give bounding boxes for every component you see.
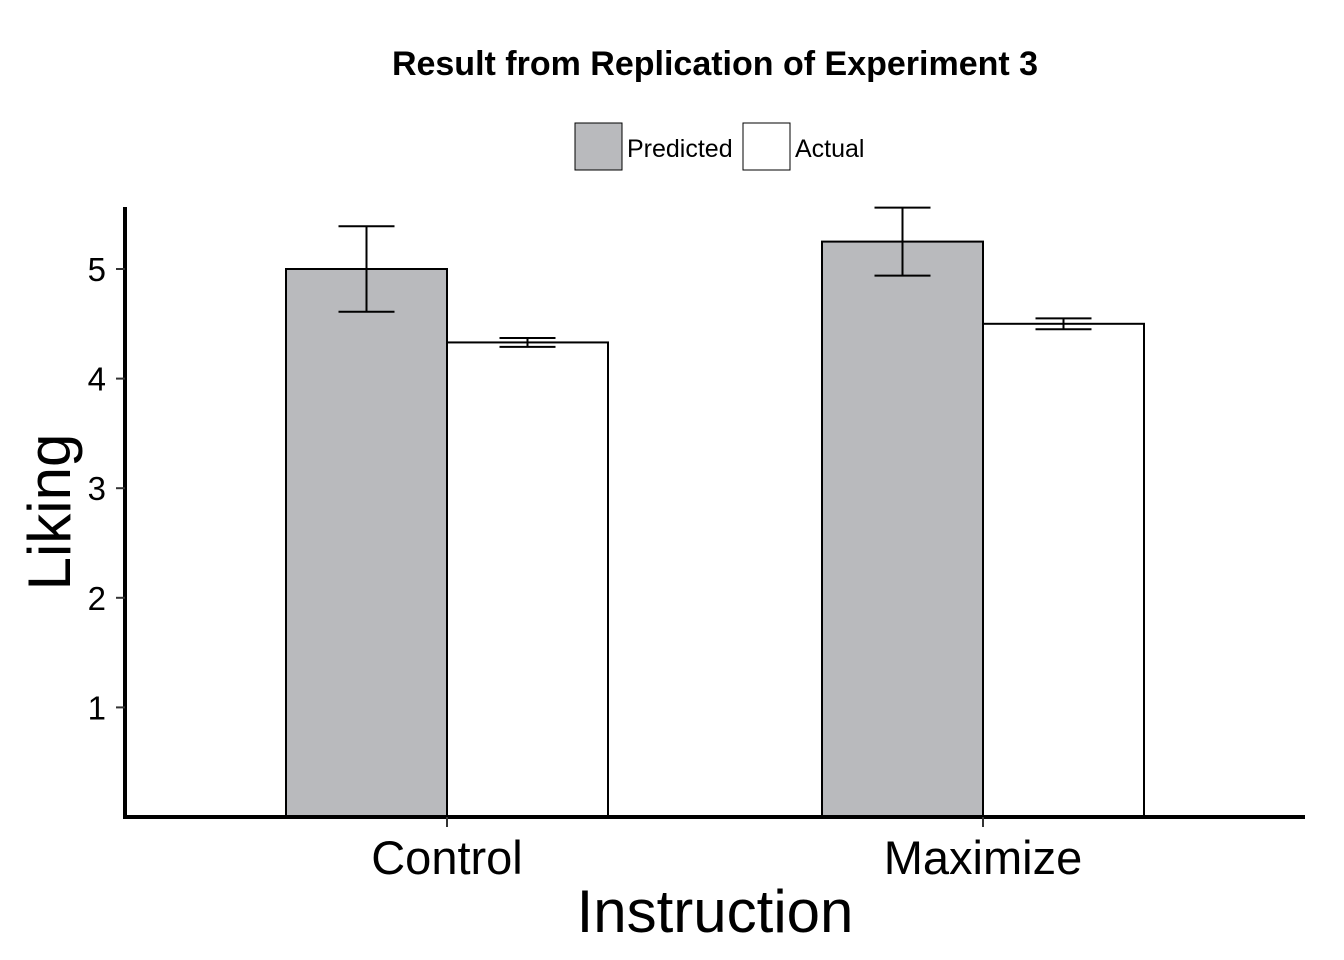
x-axis-title: Instruction xyxy=(577,878,854,945)
y-tick-label: 2 xyxy=(88,580,106,617)
y-axis-title: Liking xyxy=(16,434,83,591)
error-bar-control-predicted xyxy=(338,225,395,313)
legend-label-actual: Actual xyxy=(795,135,864,163)
y-ticks-group: 1 2 3 4 5 xyxy=(88,251,125,726)
x-tick-label-control: Control xyxy=(371,831,523,884)
bar-maximize-actual xyxy=(982,322,1145,818)
legend-swatch-actual xyxy=(742,122,791,171)
y-tick-label: 5 xyxy=(88,251,106,288)
error-bars-group xyxy=(338,206,1092,348)
legend: Predicted Actual xyxy=(574,122,864,171)
x-ticks-group: Control Maximize xyxy=(371,817,1082,884)
y-tick-label: 1 xyxy=(88,689,106,726)
chart-title: Result from Replication of Experiment 3 xyxy=(392,45,1038,83)
error-bar-maximize-predicted xyxy=(874,206,931,277)
error-bar-maximize-actual xyxy=(1035,317,1092,331)
error-bar-control-actual xyxy=(499,337,556,348)
legend-label-predicted: Predicted xyxy=(627,135,733,163)
bar-control-predicted xyxy=(285,268,448,818)
legend-swatch-predicted xyxy=(574,122,623,171)
bars-group xyxy=(285,240,1145,819)
bar-maximize-predicted xyxy=(821,240,984,819)
y-tick-label: 4 xyxy=(88,361,106,398)
x-tick-label-maximize: Maximize xyxy=(884,831,1082,884)
y-tick-label: 3 xyxy=(88,470,106,507)
bar-control-actual xyxy=(446,341,609,818)
